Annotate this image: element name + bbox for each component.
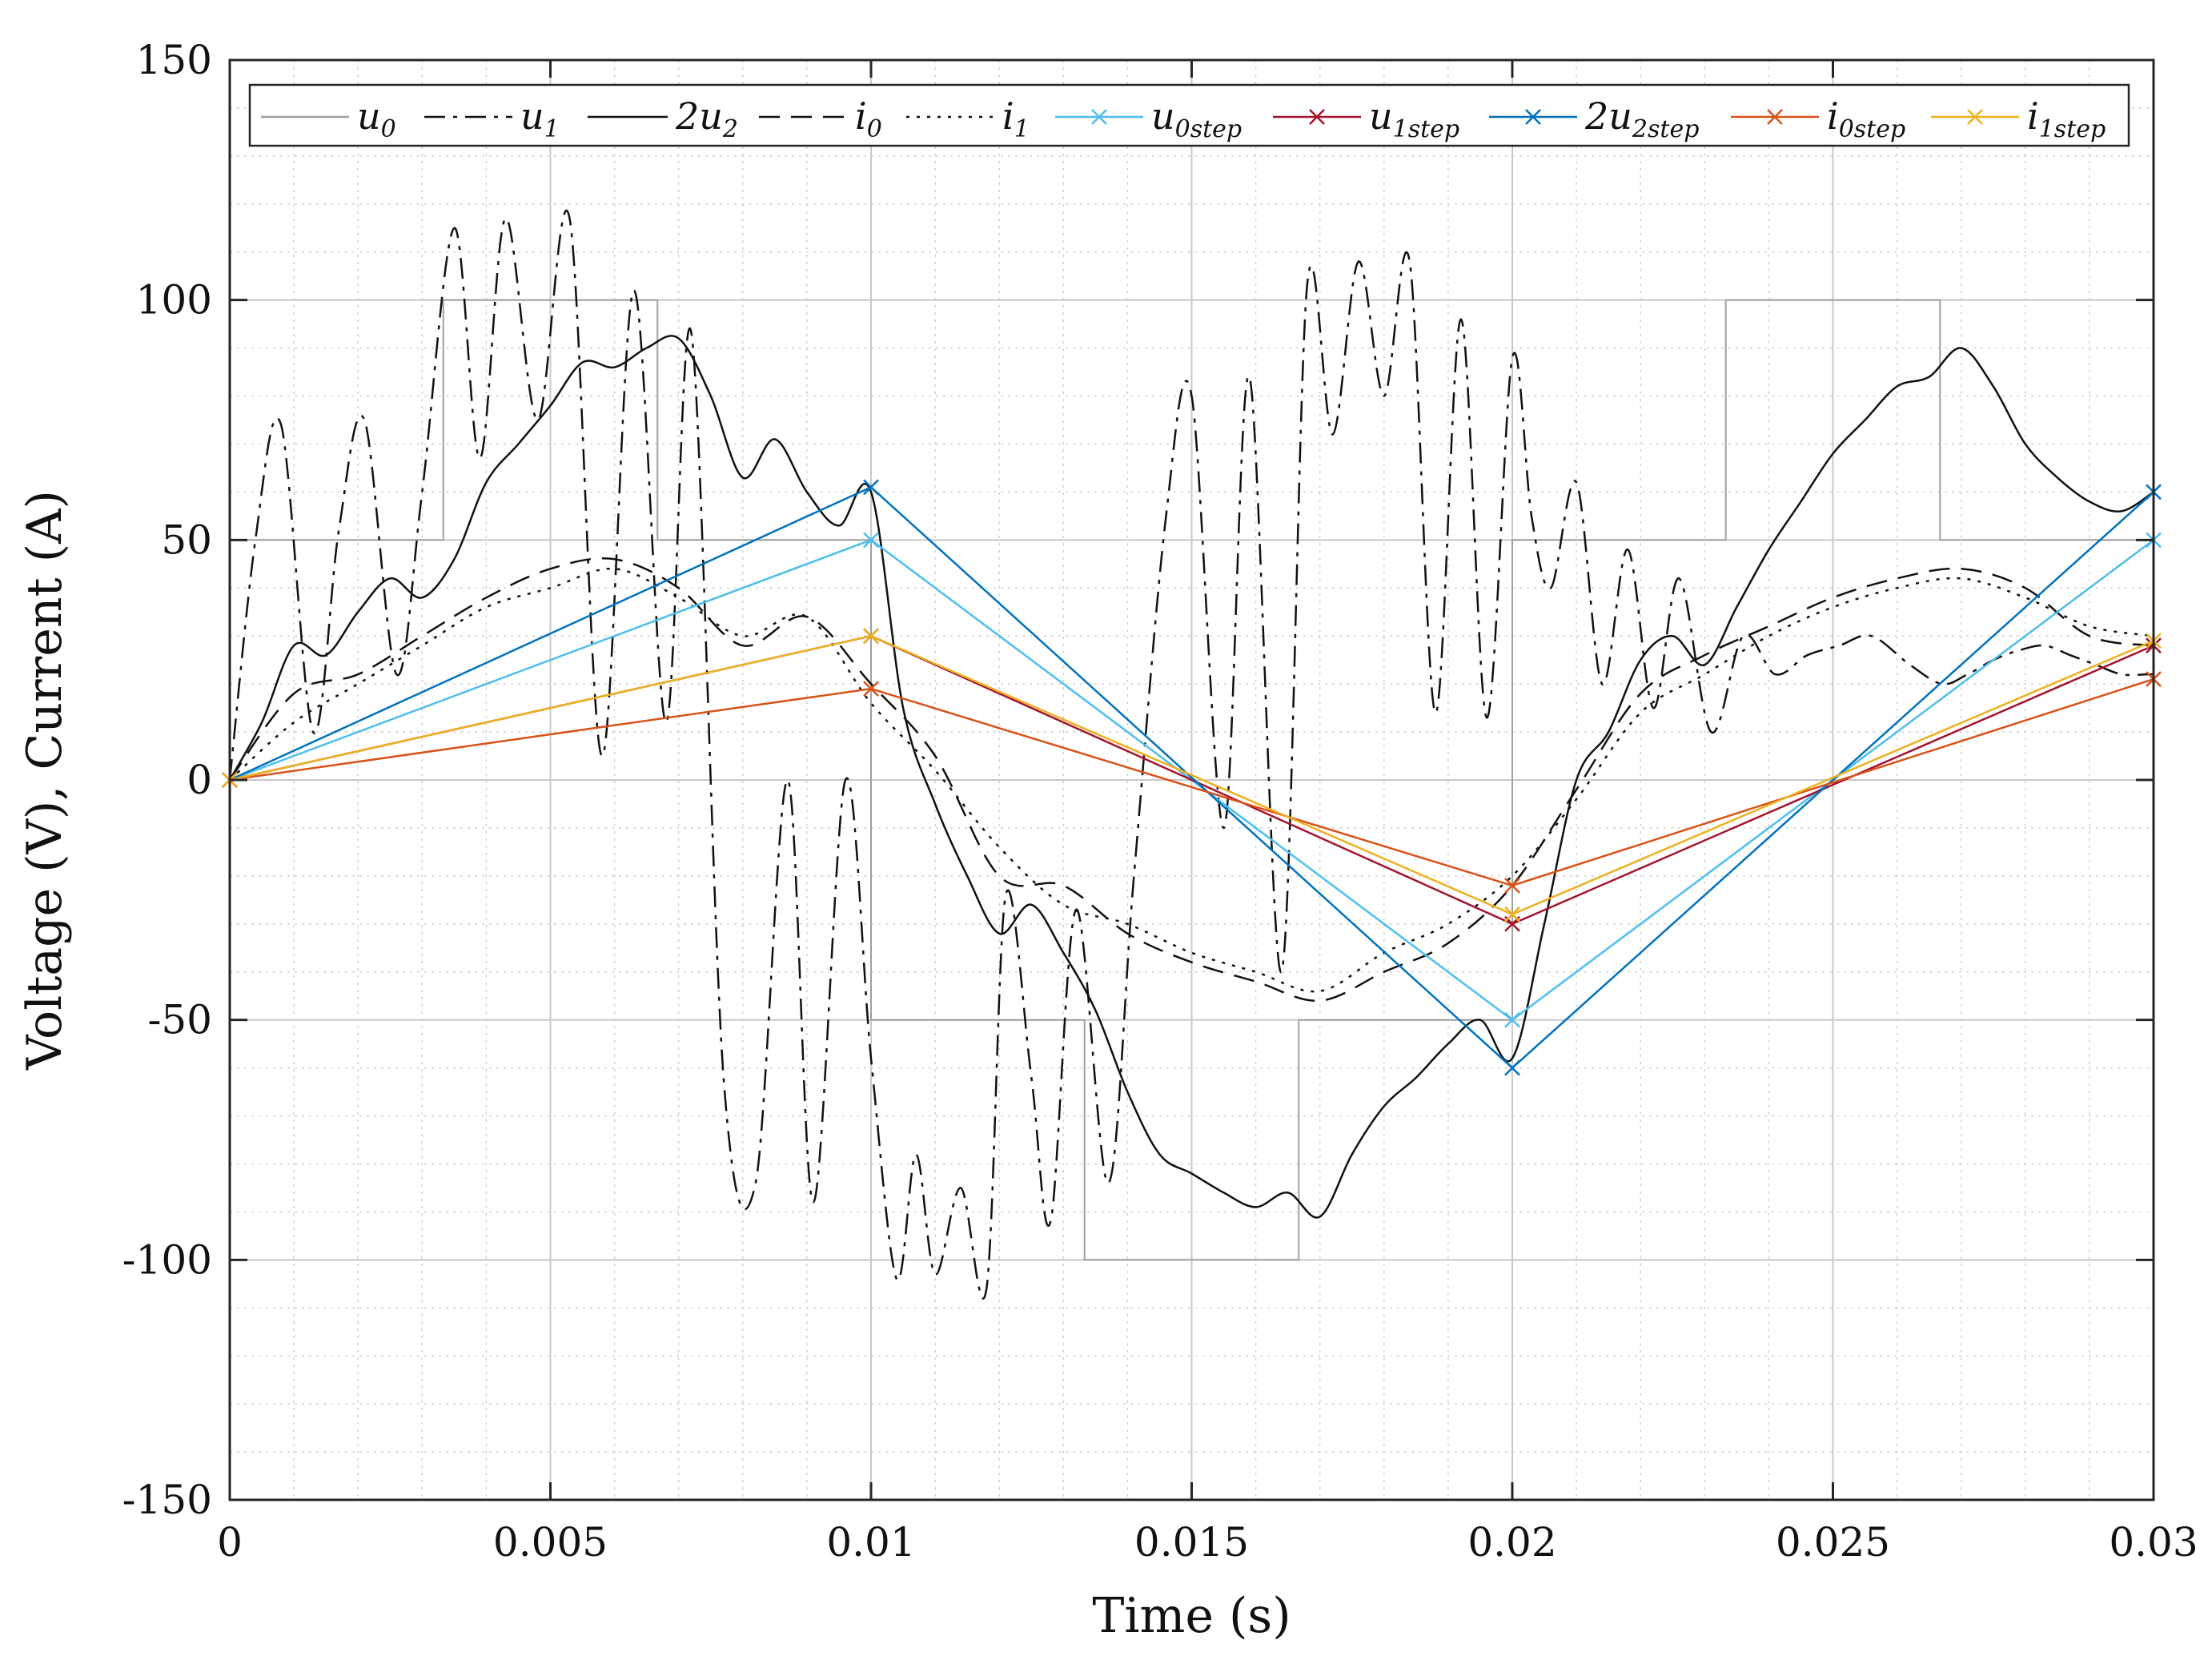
x-tick-label: 0.005 (493, 1519, 608, 1566)
x-tick-label: 0.025 (1776, 1519, 1890, 1566)
x-tick-label: 0.02 (1467, 1519, 1556, 1566)
series-marker-i0step (863, 681, 879, 697)
y-tick-label: 150 (136, 37, 212, 83)
x-tick-label: 0.03 (2109, 1519, 2198, 1566)
y-tick-label: -50 (147, 997, 212, 1043)
series-line-2u2step (229, 486, 2154, 1069)
x-tick-label: 0 (217, 1519, 243, 1566)
legend-label-i1: i1 (1002, 94, 1030, 143)
legend-label-i0step: i0step (1827, 94, 1905, 143)
legend-marker-2u2step (1525, 109, 1541, 125)
series-marker-2u2step (1504, 1059, 1520, 1076)
legend-label-i1step: i1step (2027, 94, 2106, 143)
legend-label-2u2step: 2u2step (1584, 94, 1699, 143)
legend-label-u0step: u0step (1151, 94, 1242, 143)
x-axis: 0 0.005 0.01 0.015 0.02 0.025 0.03 (217, 60, 2198, 1566)
series-line-u0 (230, 299, 2154, 1261)
series-line-i1step (229, 634, 2154, 916)
x-axis-title: Time (s) (1092, 1588, 1291, 1644)
plot-series (222, 209, 2162, 1300)
legend-box (248, 83, 2130, 147)
series-line-i0 (228, 557, 2154, 1002)
series-marker-2u2step (863, 479, 879, 496)
legend-label-u0: u0 (357, 94, 396, 143)
y-axis: -150 -100 -50 0 50 100 150 (122, 37, 2154, 1523)
legend-marker-i0step (1767, 109, 1783, 125)
legend: u0 u1 2u2 i0 i1 u0step u1step 2u2step i0step i1st… (248, 83, 2130, 147)
legend-marker-u1step (1309, 109, 1325, 125)
y-tick-label: 0 (187, 757, 212, 803)
legend-label-i0: i0 (855, 94, 882, 143)
series-marker-i0step (1504, 877, 1520, 894)
x-tick-label: 0.015 (1134, 1519, 1249, 1566)
series-marker-u0step (1504, 1011, 1520, 1028)
y-tick-label: -100 (122, 1236, 212, 1283)
series-marker-i1step (863, 628, 879, 645)
legend-label-2u2: 2u2 (675, 94, 738, 143)
x-tick-label: 0.01 (826, 1519, 915, 1566)
y-tick-label: -150 (122, 1477, 212, 1523)
series-line-i0step (229, 677, 2154, 887)
legend-label-u1step: u1step (1369, 94, 1459, 143)
series-marker-u0step (863, 532, 879, 549)
y-axis-title: Voltage (V), Current (A) (17, 490, 73, 1071)
series-line-2u2 (228, 335, 2154, 1219)
series-marker-i1step (1504, 906, 1520, 922)
y-tick-label: 50 (161, 516, 212, 563)
legend-label-u1: u1 (520, 94, 560, 143)
legend-marker-u0step (1091, 109, 1107, 125)
y-tick-label: 100 (136, 277, 212, 324)
legend-marker-i1step (1967, 109, 1983, 125)
